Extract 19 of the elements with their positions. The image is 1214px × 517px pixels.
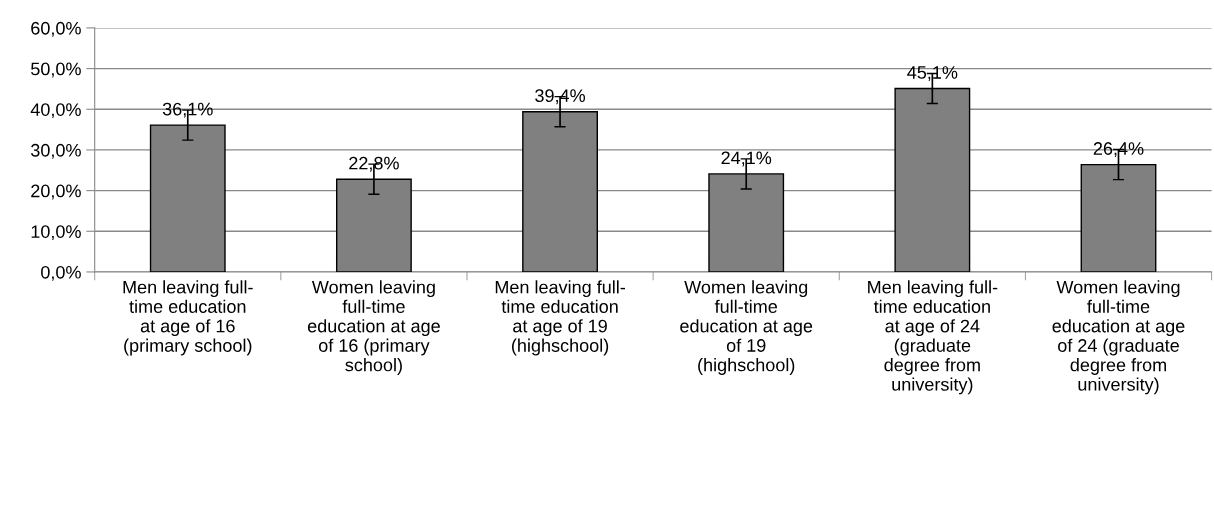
x-tick-label: Men leaving full- time education at age of 19 (highschool) xyxy=(495,280,625,356)
data-label: 26,4% xyxy=(1093,142,1144,158)
data-label: 24,1% xyxy=(721,151,772,167)
x-tick-label: Women leaving full-time education at age of 24 (graduate degree from university) xyxy=(1052,280,1185,395)
data-label: 36,1% xyxy=(162,102,213,118)
y-tick-label: 30,0% xyxy=(30,143,81,159)
y-tick-label: 10,0% xyxy=(31,225,81,241)
x-tick-label: Women leaving full-time education at age of 19 (highschool) xyxy=(680,280,813,375)
data-label: 39,4% xyxy=(535,89,586,105)
x-tick-label: Men leaving full- time education at age of 16 (primary school) xyxy=(123,280,253,356)
y-tick-label: 0,0% xyxy=(41,265,81,281)
x-tick-label: Women leaving full-time education at age of 16 (primary school) xyxy=(307,280,440,375)
x-tick-label: Men leaving full- time education at age of 24 (graduate degree from university) xyxy=(868,280,998,395)
y-tick-label: 60,0% xyxy=(31,21,81,37)
y-tick-label: 50,0% xyxy=(31,62,81,78)
data-label: 45,1% xyxy=(907,66,958,81)
y-tick-label: 20,0% xyxy=(31,184,81,200)
data-label: 22,8% xyxy=(349,156,399,172)
y-tick-label: 40,0% xyxy=(30,103,81,119)
